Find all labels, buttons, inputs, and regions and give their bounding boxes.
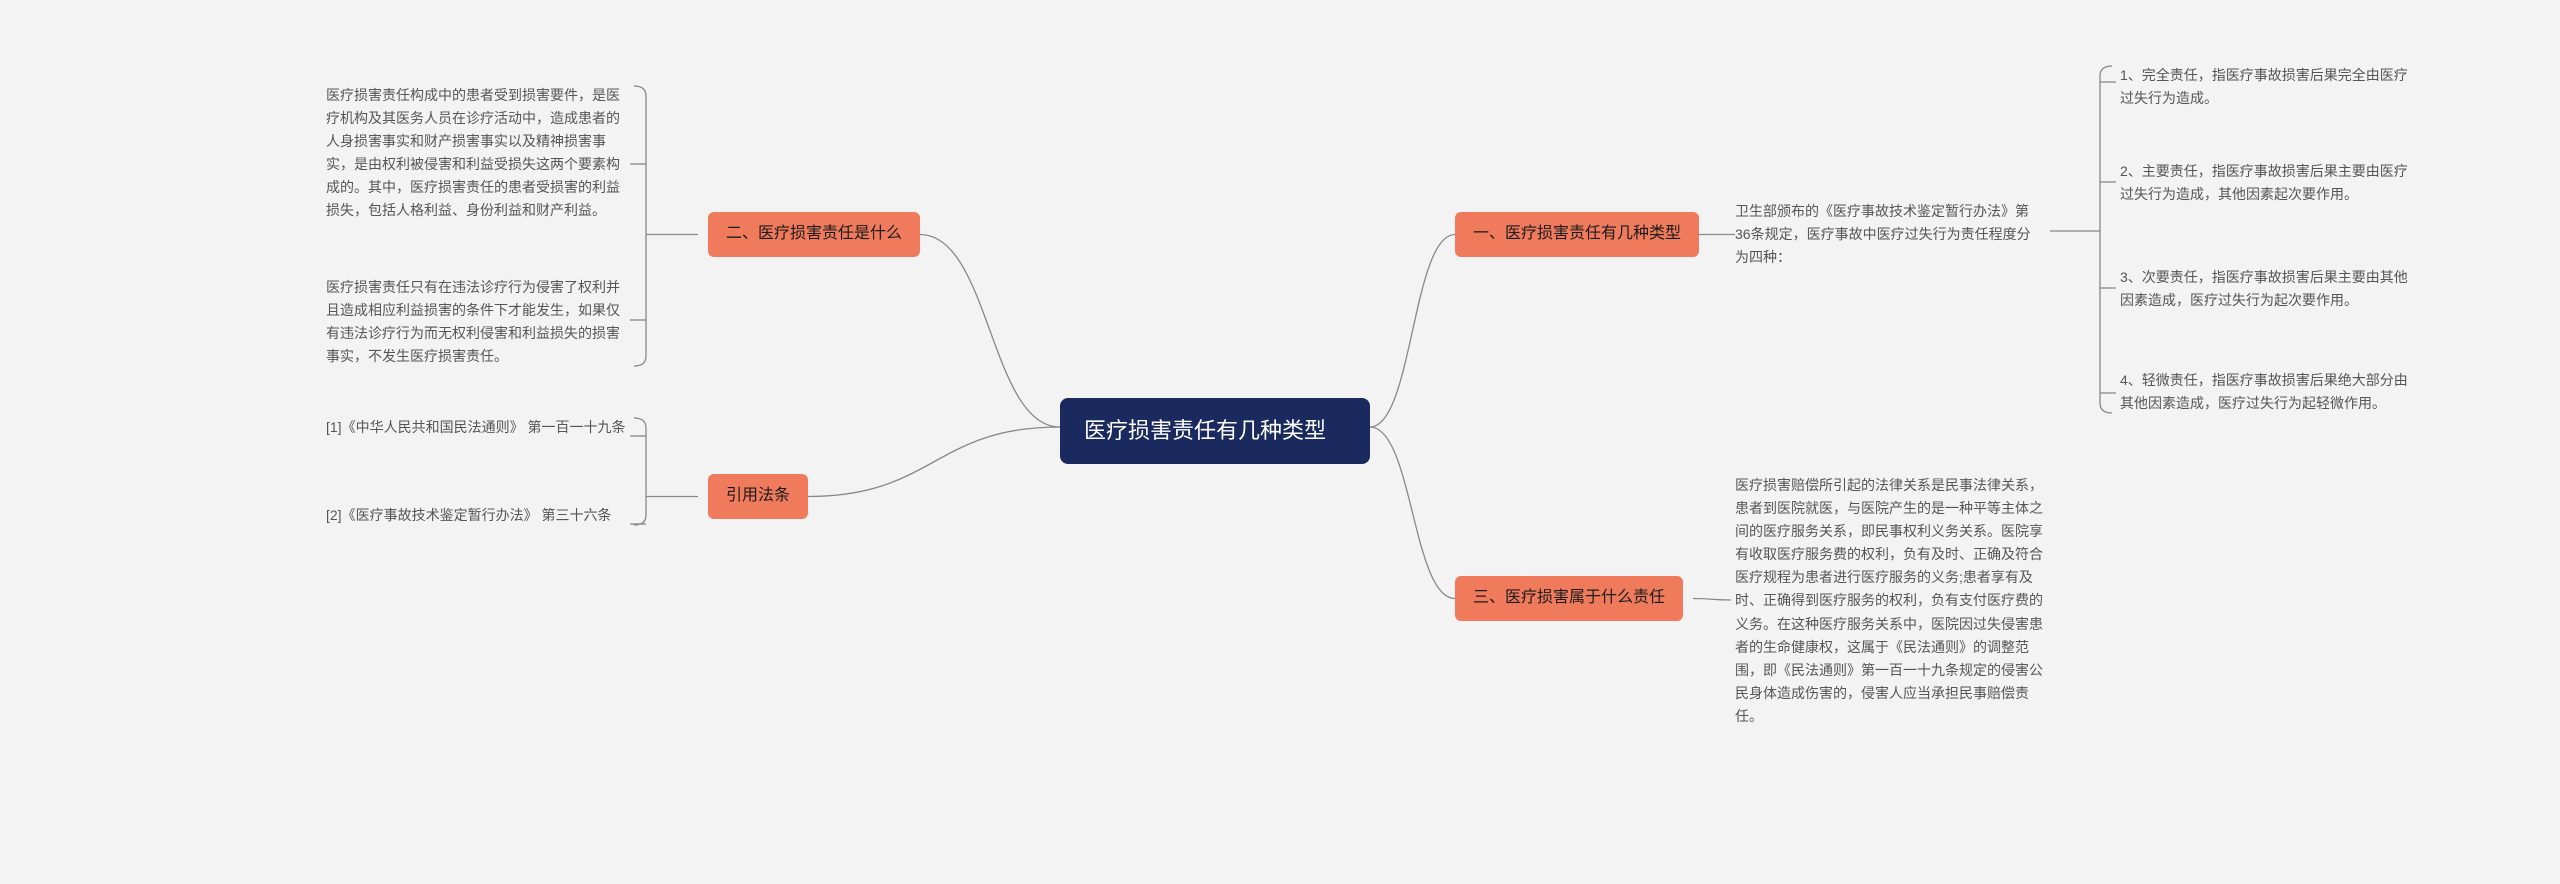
leaf-node: 医疗损害责任构成中的患者受到损害要件，是医疗机构及其医务人员在诊疗活动中，造成患… (326, 80, 626, 227)
right-branch: 三、医疗损害属于什么责任 (1455, 576, 1683, 621)
leaf-node: [2]《医疗事故技术鉴定暂行办法》 第三十六条 (326, 500, 626, 531)
leaf-node: 1、完全责任，指医疗事故损害后果完全由医疗过失行为造成。 (2120, 60, 2420, 114)
leaf-node: 3、次要责任，指医疗事故损害后果主要由其他因素造成，医疗过失行为起次要作用。 (2120, 262, 2420, 316)
leaf-node: 2、主要责任，指医疗事故损害后果主要由医疗过失行为造成，其他因素起次要作用。 (2120, 156, 2420, 210)
leaf-node: 4、轻微责任，指医疗事故损害后果绝大部分由其他因素造成，医疗过失行为起轻微作用。 (2120, 365, 2420, 419)
left-branch: 引用法条 (708, 474, 808, 519)
leaf-node: [1]《中华人民共和国民法通则》 第一百一十九条 (326, 412, 626, 443)
leaf-node: 医疗损害责任只有在违法诊疗行为侵害了权利并且造成相应利益损害的条件下才能发生，如… (326, 272, 626, 372)
leaf-node: 医疗损害赔偿所引起的法律关系是民事法律关系，患者到医院就医，与医院产生的是一种平… (1735, 470, 2045, 732)
left-branch: 二、医疗损害责任是什么 (708, 212, 920, 257)
branch-midnote: 卫生部颁布的《医疗事故技术鉴定暂行办法》第36条规定，医疗事故中医疗过失行为责任… (1735, 196, 2040, 273)
root-node: 医疗损害责任有几种类型 (1060, 398, 1370, 464)
right-branch: 一、医疗损害责任有几种类型 (1455, 212, 1699, 257)
